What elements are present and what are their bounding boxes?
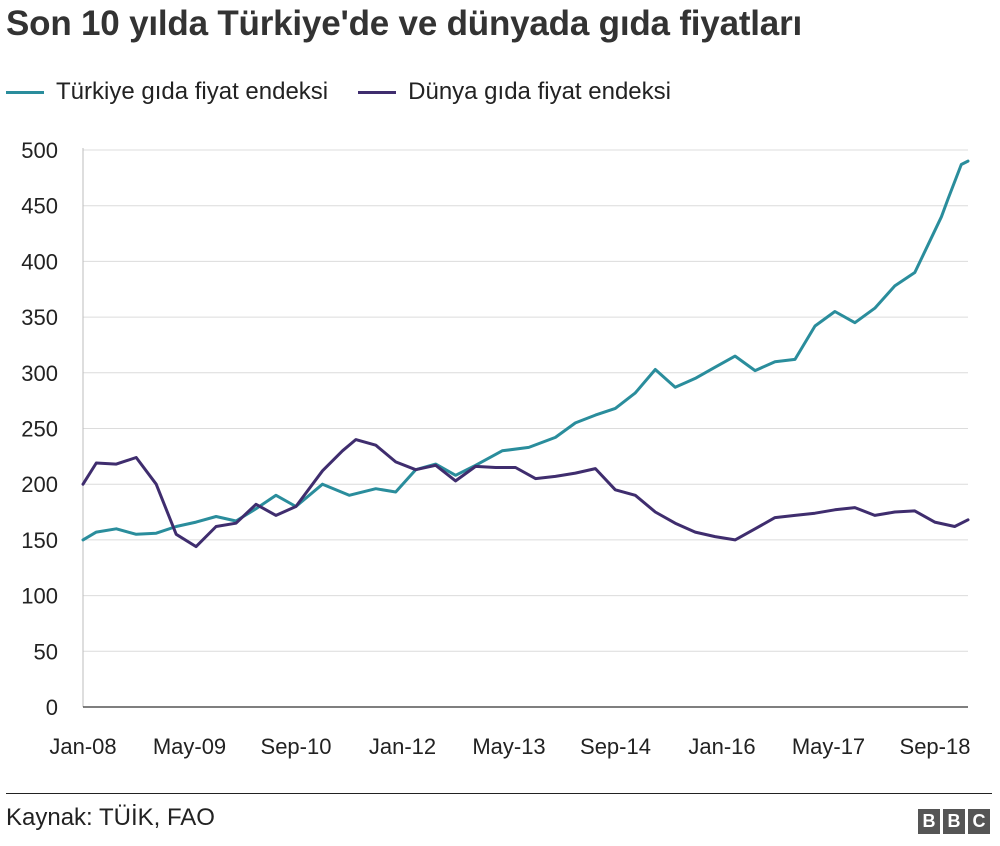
y-tick-label: 500 xyxy=(21,138,58,163)
x-tick-label: May-13 xyxy=(472,734,545,759)
y-tick-label: 250 xyxy=(21,417,58,442)
y-tick-label: 350 xyxy=(21,305,58,330)
x-tick-label: Sep-18 xyxy=(900,734,971,759)
y-tick-label: 450 xyxy=(21,194,58,219)
bbc-logo-letter: B xyxy=(918,809,940,834)
x-tick-label: Sep-10 xyxy=(261,734,332,759)
y-tick-label: 150 xyxy=(21,528,58,553)
y-tick-label: 400 xyxy=(21,249,58,274)
legend-label-turkiye: Türkiye gıda fiyat endeksi xyxy=(56,78,329,105)
legend-swatch-turkiye xyxy=(6,90,44,94)
series-line-dunya xyxy=(81,438,970,549)
y-tick-label: 100 xyxy=(21,584,58,609)
x-tick-label: Jan-16 xyxy=(688,734,755,759)
series-line-turkiye xyxy=(81,159,970,542)
legend-item-turkiye: Türkiye gıda fiyat endeksi xyxy=(6,78,328,106)
legend: Türkiye gıda fiyat endeksi Dünya gıda fi… xyxy=(6,72,701,112)
line-chart: 0 50 100 150 200 250 300 350 400 450 500 Jan-08 May-… xyxy=(21,138,971,759)
y-tick-label: 50 xyxy=(34,639,58,664)
legend-item-dunya: Dünya gıda fiyat endeksi xyxy=(358,78,671,106)
y-tick-label: 0 xyxy=(46,695,58,720)
x-tick-label: Sep-14 xyxy=(580,734,651,759)
y-tick-label: 300 xyxy=(21,361,58,386)
x-tick-label: May-17 xyxy=(792,734,865,759)
x-tick-label: May-09 xyxy=(153,734,226,759)
footer-divider xyxy=(6,793,992,794)
source-text: Kaynak: TÜİK, FAO xyxy=(6,804,215,831)
x-tick-label: Jan-12 xyxy=(369,734,436,759)
bbc-logo-letter: B xyxy=(943,809,965,834)
bbc-logo: B B C xyxy=(915,809,990,834)
legend-label-dunya: Dünya gıda fiyat endeksi xyxy=(408,78,671,105)
x-tick-label: Jan-08 xyxy=(49,734,116,759)
y-tick-label: 200 xyxy=(21,472,58,497)
legend-swatch-dunya xyxy=(358,90,397,94)
chart-title: Son 10 yılda Türkiye'de ve dünyada gıda … xyxy=(6,4,803,43)
bbc-logo-letter: C xyxy=(968,809,990,834)
